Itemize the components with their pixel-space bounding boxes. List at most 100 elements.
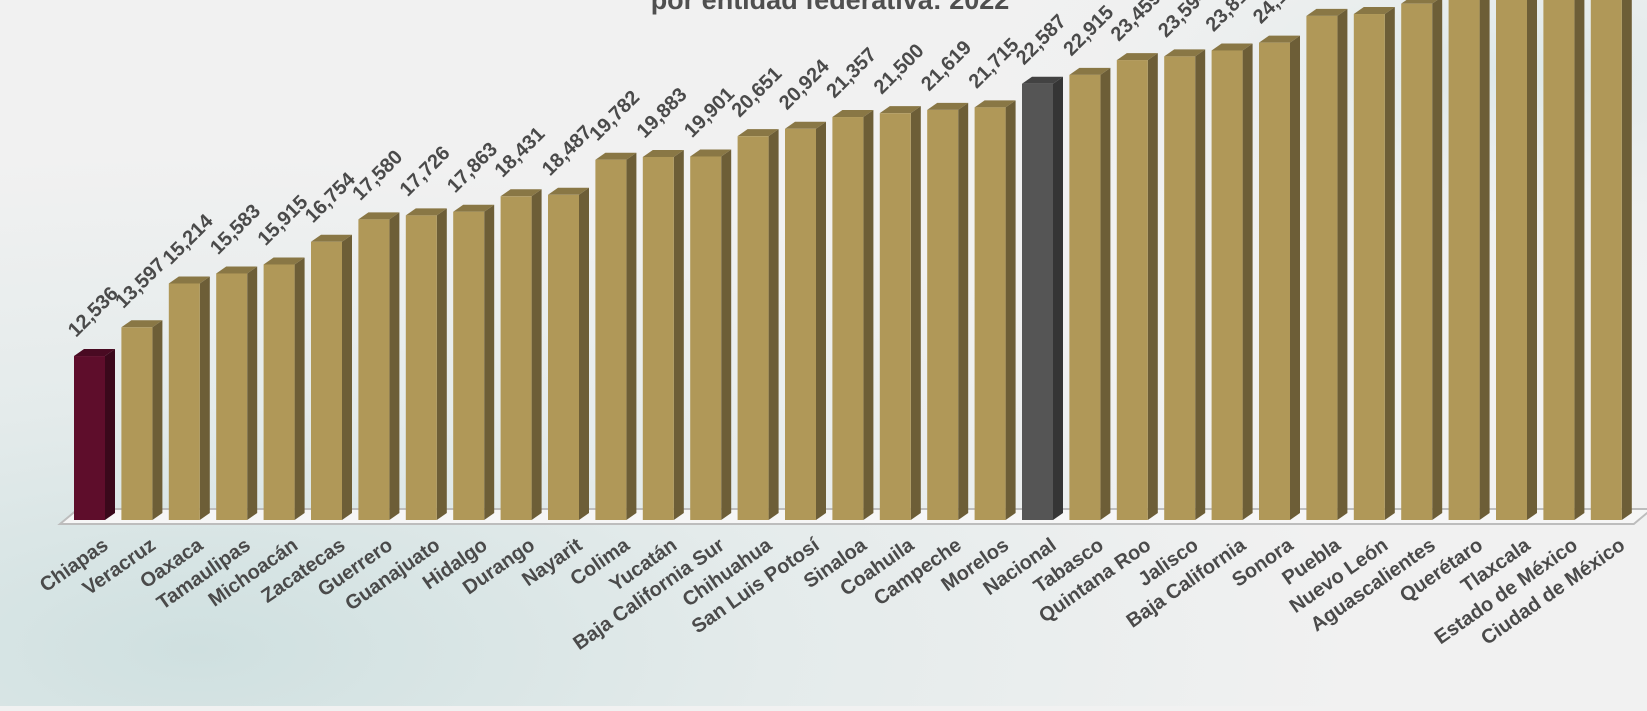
bar xyxy=(1496,0,1537,521)
bar-front xyxy=(737,136,769,521)
bar-top xyxy=(121,320,163,328)
bar-side xyxy=(863,110,874,521)
bar-front xyxy=(405,215,437,520)
bar-front xyxy=(1590,0,1622,520)
bar-side xyxy=(152,320,163,520)
bar-front xyxy=(595,159,627,520)
bar-front xyxy=(785,128,816,520)
chart-title: por entidad federativa: 2022 xyxy=(651,0,1010,15)
bar xyxy=(405,208,447,520)
bar-side xyxy=(294,257,305,520)
bar xyxy=(548,187,589,520)
bar-front xyxy=(1353,14,1385,520)
bar-front xyxy=(879,113,911,520)
bar xyxy=(927,102,969,520)
bar-side xyxy=(389,212,400,520)
bar-side xyxy=(1195,49,1206,521)
bar xyxy=(1259,35,1300,520)
bar-front xyxy=(1116,60,1148,520)
bar-side xyxy=(768,129,779,521)
bar-top xyxy=(453,204,495,212)
bar-top xyxy=(216,266,258,274)
bar xyxy=(1069,67,1111,520)
bar-top xyxy=(927,102,969,110)
bar-side xyxy=(958,102,969,520)
bar-top xyxy=(785,121,826,129)
bar-front xyxy=(168,283,200,520)
bar-front xyxy=(1211,50,1243,521)
bar-front xyxy=(500,196,532,520)
bar xyxy=(263,257,305,520)
bar-top xyxy=(358,212,400,220)
bar-side xyxy=(105,349,115,520)
bar xyxy=(737,129,779,521)
bar-side xyxy=(1290,35,1300,520)
bar-front xyxy=(1069,74,1101,520)
bar xyxy=(1353,7,1395,520)
bar xyxy=(1543,0,1585,520)
bar-side xyxy=(1242,43,1253,521)
bar xyxy=(74,349,115,520)
bar-side xyxy=(1432,0,1443,520)
bar-front xyxy=(358,219,390,520)
bar xyxy=(785,121,826,520)
bar xyxy=(500,189,542,520)
bar-front xyxy=(1496,0,1527,521)
bar-side xyxy=(1527,0,1537,520)
bar xyxy=(832,110,874,521)
bar-side xyxy=(626,152,637,520)
bar xyxy=(595,152,637,520)
bar-side xyxy=(816,121,826,520)
bar-top xyxy=(642,149,684,157)
bar-top xyxy=(500,189,542,197)
bar-top xyxy=(974,100,1016,108)
bar xyxy=(1590,0,1632,520)
bar-front xyxy=(1401,3,1433,520)
bar-front xyxy=(1306,15,1338,521)
bar-top xyxy=(1353,7,1395,15)
bar-side xyxy=(199,276,210,520)
bar xyxy=(1211,43,1253,521)
bar-top xyxy=(1401,0,1438,4)
bar-side xyxy=(1574,0,1585,520)
bar-front xyxy=(974,107,1006,520)
bar-side xyxy=(342,234,352,520)
bar-top xyxy=(74,349,115,357)
bar-top xyxy=(1211,43,1253,51)
bar-side xyxy=(1621,0,1632,520)
bar-side xyxy=(910,106,921,520)
bar xyxy=(642,149,684,521)
bar-top xyxy=(263,257,305,265)
bar xyxy=(1022,76,1063,521)
bar-side xyxy=(1337,8,1348,521)
bar-top xyxy=(1259,35,1300,43)
bar-front xyxy=(1164,56,1196,521)
bar-front xyxy=(263,264,295,520)
bar-side xyxy=(484,204,495,520)
bar-top xyxy=(1022,76,1063,84)
bar-side xyxy=(436,208,447,520)
bar xyxy=(358,212,400,520)
bar-front xyxy=(832,117,864,521)
bar xyxy=(974,100,1016,520)
bar xyxy=(311,234,352,520)
bar-front xyxy=(216,273,248,520)
bar-side xyxy=(1100,67,1111,520)
bar xyxy=(121,320,163,520)
bar-top xyxy=(879,106,921,114)
bar-front xyxy=(1448,0,1480,520)
bar-side xyxy=(1005,100,1016,520)
bar-front xyxy=(1543,0,1575,520)
bar xyxy=(879,106,921,520)
bar-side xyxy=(1384,7,1395,520)
bar-front xyxy=(927,109,959,520)
bar-side xyxy=(721,149,732,520)
bar xyxy=(1306,8,1348,521)
bar-top xyxy=(548,187,589,195)
bar-front xyxy=(690,156,722,520)
bar-top xyxy=(168,276,210,284)
bar xyxy=(1116,53,1158,520)
bar-top xyxy=(1164,49,1206,57)
bar-front xyxy=(1022,83,1053,521)
